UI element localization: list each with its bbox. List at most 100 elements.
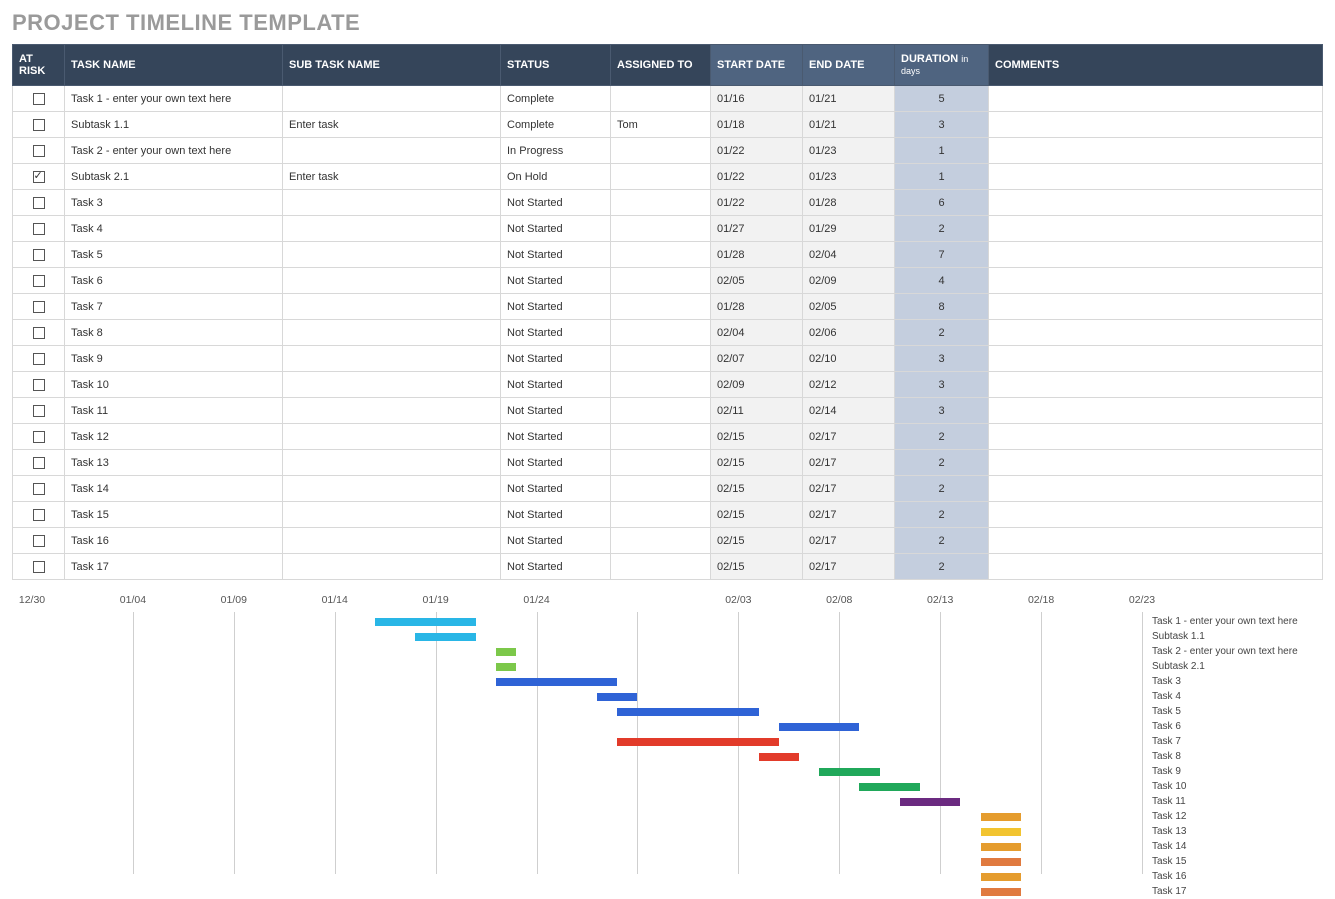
assigned-cell[interactable] xyxy=(611,502,711,528)
comments-cell[interactable] xyxy=(989,398,1323,424)
at-risk-checkbox[interactable] xyxy=(33,405,45,417)
duration-cell[interactable]: 3 xyxy=(895,372,989,398)
duration-cell[interactable]: 2 xyxy=(895,554,989,580)
assigned-cell[interactable] xyxy=(611,164,711,190)
at-risk-checkbox[interactable] xyxy=(33,327,45,339)
sub-task-cell[interactable] xyxy=(283,424,501,450)
duration-cell[interactable]: 2 xyxy=(895,528,989,554)
status-cell[interactable]: Not Started xyxy=(501,268,611,294)
task-name-cell[interactable]: Task 9 xyxy=(65,346,283,372)
sub-task-cell[interactable] xyxy=(283,86,501,112)
start-date-cell[interactable]: 01/22 xyxy=(711,190,803,216)
status-cell[interactable]: On Hold xyxy=(501,164,611,190)
end-date-cell[interactable]: 02/17 xyxy=(803,502,895,528)
status-cell[interactable]: Not Started xyxy=(501,476,611,502)
sub-task-cell[interactable] xyxy=(283,268,501,294)
status-cell[interactable]: Not Started xyxy=(501,216,611,242)
at-risk-checkbox[interactable] xyxy=(33,535,45,547)
status-cell[interactable]: Not Started xyxy=(501,190,611,216)
at-risk-checkbox[interactable] xyxy=(33,223,45,235)
start-date-cell[interactable]: 02/15 xyxy=(711,554,803,580)
comments-cell[interactable] xyxy=(989,112,1323,138)
sub-task-cell[interactable] xyxy=(283,502,501,528)
end-date-cell[interactable]: 02/04 xyxy=(803,242,895,268)
assigned-cell[interactable] xyxy=(611,268,711,294)
comments-cell[interactable] xyxy=(989,554,1323,580)
task-name-cell[interactable]: Task 3 xyxy=(65,190,283,216)
status-cell[interactable]: Not Started xyxy=(501,346,611,372)
comments-cell[interactable] xyxy=(989,164,1323,190)
comments-cell[interactable] xyxy=(989,216,1323,242)
assigned-cell[interactable] xyxy=(611,346,711,372)
start-date-cell[interactable]: 02/09 xyxy=(711,372,803,398)
start-date-cell[interactable]: 01/16 xyxy=(711,86,803,112)
duration-cell[interactable]: 5 xyxy=(895,86,989,112)
task-name-cell[interactable]: Task 11 xyxy=(65,398,283,424)
task-name-cell[interactable]: Task 12 xyxy=(65,424,283,450)
status-cell[interactable]: Not Started xyxy=(501,424,611,450)
comments-cell[interactable] xyxy=(989,294,1323,320)
status-cell[interactable]: Not Started xyxy=(501,320,611,346)
task-name-cell[interactable]: Task 6 xyxy=(65,268,283,294)
at-risk-checkbox[interactable] xyxy=(33,119,45,131)
comments-cell[interactable] xyxy=(989,450,1323,476)
sub-task-cell[interactable] xyxy=(283,450,501,476)
assigned-cell[interactable] xyxy=(611,398,711,424)
end-date-cell[interactable]: 02/17 xyxy=(803,424,895,450)
duration-cell[interactable]: 8 xyxy=(895,294,989,320)
duration-cell[interactable]: 2 xyxy=(895,450,989,476)
at-risk-checkbox[interactable] xyxy=(33,431,45,443)
start-date-cell[interactable]: 02/15 xyxy=(711,424,803,450)
comments-cell[interactable] xyxy=(989,268,1323,294)
status-cell[interactable]: Not Started xyxy=(501,450,611,476)
comments-cell[interactable] xyxy=(989,320,1323,346)
sub-task-cell[interactable] xyxy=(283,138,501,164)
status-cell[interactable]: Not Started xyxy=(501,554,611,580)
comments-cell[interactable] xyxy=(989,138,1323,164)
task-name-cell[interactable]: Task 2 - enter your own text here xyxy=(65,138,283,164)
at-risk-checkbox[interactable] xyxy=(33,145,45,157)
duration-cell[interactable]: 2 xyxy=(895,216,989,242)
status-cell[interactable]: Not Started xyxy=(501,502,611,528)
end-date-cell[interactable]: 02/14 xyxy=(803,398,895,424)
duration-cell[interactable]: 4 xyxy=(895,268,989,294)
duration-cell[interactable]: 2 xyxy=(895,320,989,346)
at-risk-checkbox[interactable] xyxy=(33,483,45,495)
at-risk-checkbox[interactable] xyxy=(33,509,45,521)
duration-cell[interactable]: 3 xyxy=(895,398,989,424)
duration-cell[interactable]: 2 xyxy=(895,476,989,502)
at-risk-checkbox[interactable] xyxy=(33,457,45,469)
start-date-cell[interactable]: 02/15 xyxy=(711,528,803,554)
comments-cell[interactable] xyxy=(989,86,1323,112)
at-risk-checkbox[interactable] xyxy=(33,379,45,391)
task-name-cell[interactable]: Task 17 xyxy=(65,554,283,580)
sub-task-cell[interactable] xyxy=(283,346,501,372)
start-date-cell[interactable]: 01/28 xyxy=(711,294,803,320)
comments-cell[interactable] xyxy=(989,424,1323,450)
task-name-cell[interactable]: Task 4 xyxy=(65,216,283,242)
at-risk-checkbox[interactable] xyxy=(33,197,45,209)
sub-task-cell[interactable]: Enter task xyxy=(283,164,501,190)
comments-cell[interactable] xyxy=(989,346,1323,372)
duration-cell[interactable]: 1 xyxy=(895,164,989,190)
task-name-cell[interactable]: Subtask 1.1 xyxy=(65,112,283,138)
end-date-cell[interactable]: 01/23 xyxy=(803,164,895,190)
sub-task-cell[interactable] xyxy=(283,398,501,424)
start-date-cell[interactable]: 02/07 xyxy=(711,346,803,372)
task-name-cell[interactable]: Task 7 xyxy=(65,294,283,320)
status-cell[interactable]: Not Started xyxy=(501,242,611,268)
assigned-cell[interactable] xyxy=(611,450,711,476)
status-cell[interactable]: In Progress xyxy=(501,138,611,164)
end-date-cell[interactable]: 02/17 xyxy=(803,554,895,580)
comments-cell[interactable] xyxy=(989,190,1323,216)
comments-cell[interactable] xyxy=(989,528,1323,554)
sub-task-cell[interactable] xyxy=(283,528,501,554)
start-date-cell[interactable]: 01/27 xyxy=(711,216,803,242)
assigned-cell[interactable] xyxy=(611,216,711,242)
sub-task-cell[interactable] xyxy=(283,476,501,502)
start-date-cell[interactable]: 01/22 xyxy=(711,138,803,164)
assigned-cell[interactable] xyxy=(611,476,711,502)
task-name-cell[interactable]: Task 10 xyxy=(65,372,283,398)
assigned-cell[interactable] xyxy=(611,528,711,554)
task-name-cell[interactable]: Task 8 xyxy=(65,320,283,346)
